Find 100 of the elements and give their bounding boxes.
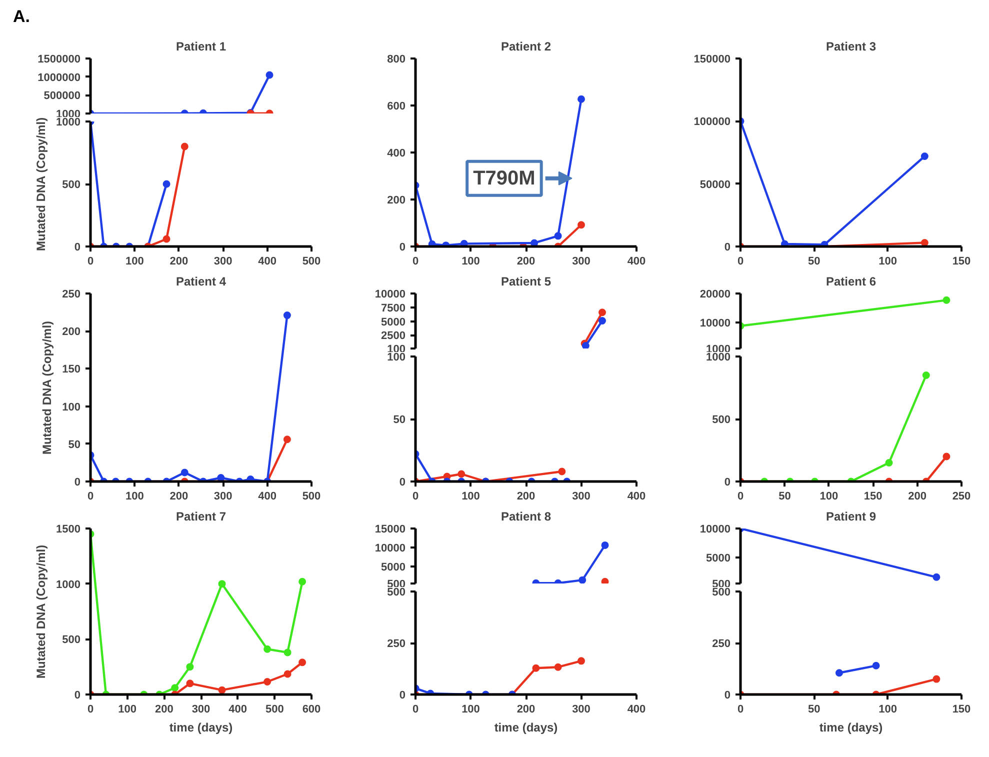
x-tick-label: 0 bbox=[412, 490, 419, 502]
y-tick-label: 50 bbox=[393, 414, 406, 426]
x-axis-title: time (days) bbox=[819, 720, 883, 734]
x-axis-title: time (days) bbox=[494, 720, 558, 734]
y-tick-label: 10000 bbox=[374, 542, 406, 554]
y-tick-label: 10000 bbox=[700, 524, 731, 536]
chart-title: Patient 5 bbox=[500, 274, 552, 288]
x-tick-label: 100 bbox=[878, 704, 898, 716]
x-tick-label: 0 bbox=[737, 490, 744, 502]
x-tick-label: 200 bbox=[154, 704, 174, 716]
y-tick-label: 0 bbox=[724, 476, 731, 488]
y-tick-label: 250 bbox=[387, 638, 406, 650]
x-tick-label: 500 bbox=[302, 490, 321, 502]
y-tick-label: 10000 bbox=[374, 288, 406, 300]
y-tick-label: 15000 bbox=[374, 524, 406, 536]
x-tick-label: 200 bbox=[516, 256, 536, 268]
x-tick-label: 400 bbox=[228, 704, 248, 716]
y-tick-label: 600 bbox=[387, 100, 406, 112]
x-tick-label: 50 bbox=[778, 490, 791, 502]
x-tick-label: 400 bbox=[627, 490, 646, 502]
y-axis-title: Mutated DNA (Copy/ml) bbox=[34, 117, 48, 251]
y-tick-label: 5000 bbox=[381, 561, 406, 574]
x-tick-label: 300 bbox=[572, 490, 590, 502]
x-tick-label: 300 bbox=[572, 704, 590, 716]
x-axis-title: time (days) bbox=[169, 720, 233, 734]
annotation: T790M bbox=[473, 167, 536, 190]
chart-title: Patient 9 bbox=[826, 510, 876, 524]
x-tick-label: 300 bbox=[572, 256, 590, 268]
y-tick-label: 500 bbox=[712, 414, 731, 426]
chart-title: Patient 4 bbox=[176, 274, 226, 288]
y-tick-label: 0 bbox=[74, 242, 81, 254]
y-tick-label: 0 bbox=[74, 476, 81, 488]
x-tick-label: 50 bbox=[808, 704, 820, 716]
y-tick-label: 10000 bbox=[700, 317, 731, 330]
y-tick-label: 100 bbox=[62, 401, 81, 414]
chart-title: Patient 8 bbox=[500, 510, 552, 524]
x-tick-label: 400 bbox=[627, 704, 646, 716]
x-tick-label: 300 bbox=[192, 704, 210, 716]
chart-title: Patient 6 bbox=[826, 274, 876, 288]
x-tick-label: 100 bbox=[462, 256, 480, 268]
y-tick-label: 1000000 bbox=[38, 72, 81, 84]
y-tick-label: 2500 bbox=[381, 330, 406, 342]
x-tick-label: 100 bbox=[878, 256, 898, 268]
y-tick-label: 0 bbox=[724, 690, 731, 702]
x-tick-label: 100 bbox=[118, 704, 137, 716]
y-axis-title: Mutated DNA (Copy/ml) bbox=[34, 544, 48, 678]
y-tick-label: 0 bbox=[399, 242, 406, 254]
x-tick-label: 150 bbox=[952, 704, 971, 716]
x-tick-label: 100 bbox=[462, 490, 480, 502]
x-tick-label: 200 bbox=[908, 490, 926, 502]
y-tick-label: 150 bbox=[62, 364, 81, 376]
y-tick-label: 200 bbox=[387, 194, 406, 206]
x-tick-label: 0 bbox=[412, 704, 419, 716]
x-tick-label: 200 bbox=[516, 490, 536, 502]
x-tick-label: 100 bbox=[820, 490, 838, 502]
y-tick-label: 1500 bbox=[56, 524, 81, 536]
y-tick-label: 20000 bbox=[700, 288, 731, 300]
y-tick-label: 0 bbox=[399, 476, 406, 488]
y-tick-label: 500 bbox=[62, 634, 81, 646]
y-tick-label: 5000 bbox=[706, 552, 731, 564]
y-tick-label: 0 bbox=[399, 690, 406, 702]
x-tick-label: 400 bbox=[627, 256, 646, 268]
y-tick-label: 500000 bbox=[44, 90, 81, 102]
x-tick-label: 200 bbox=[170, 256, 188, 268]
chart-title: Patient 7 bbox=[176, 510, 226, 524]
y-tick-label: 1000 bbox=[56, 578, 81, 591]
y-tick-label: 50 bbox=[68, 438, 81, 451]
x-tick-label: 200 bbox=[170, 490, 188, 502]
y-tick-label: 100000 bbox=[694, 116, 731, 128]
chart-title: Patient 3 bbox=[826, 40, 876, 54]
x-tick-label: 0 bbox=[87, 704, 94, 716]
x-tick-label: 600 bbox=[302, 704, 321, 716]
y-tick-label: 250 bbox=[62, 288, 81, 300]
y-tick-label: 0 bbox=[74, 690, 81, 702]
x-tick-label: 400 bbox=[258, 256, 276, 268]
x-tick-label: 500 bbox=[302, 256, 321, 268]
x-tick-label: 0 bbox=[412, 256, 419, 268]
x-tick-label: 50 bbox=[808, 256, 820, 268]
x-tick-label: 0 bbox=[737, 256, 744, 268]
x-tick-label: 300 bbox=[214, 490, 232, 502]
x-tick-label: 100 bbox=[126, 490, 144, 502]
x-tick-label: 150 bbox=[952, 256, 971, 268]
y-tick-label: 5000 bbox=[381, 316, 406, 328]
y-tick-label: 500 bbox=[62, 179, 81, 191]
chart-title: Patient 1 bbox=[176, 40, 226, 54]
y-tick-label: 250 bbox=[712, 638, 731, 650]
x-tick-label: 150 bbox=[864, 490, 882, 502]
x-tick-label: 250 bbox=[952, 490, 971, 502]
y-tick-label: 50000 bbox=[700, 178, 731, 191]
y-axis-title: Mutated DNA (Copy/ml) bbox=[40, 320, 54, 454]
y-tick-label: 800 bbox=[387, 54, 406, 66]
y-tick-label: 1500000 bbox=[38, 54, 81, 66]
x-tick-label: 100 bbox=[126, 256, 144, 268]
x-tick-label: 400 bbox=[258, 490, 276, 502]
x-tick-label: 0 bbox=[87, 256, 94, 268]
y-tick-label: 200 bbox=[62, 326, 81, 338]
x-tick-label: 0 bbox=[737, 704, 744, 716]
text: A. bbox=[13, 7, 30, 26]
y-tick-label: 150000 bbox=[694, 54, 731, 66]
chart-title: Patient 2 bbox=[500, 40, 552, 54]
